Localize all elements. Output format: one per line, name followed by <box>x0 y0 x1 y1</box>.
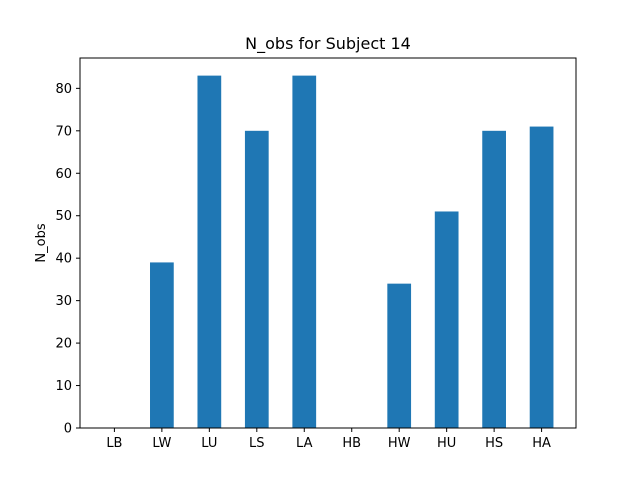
chart-title: N_obs for Subject 14 <box>245 34 411 54</box>
y-tick-label: 20 <box>55 337 72 352</box>
bar-lu <box>197 75 222 428</box>
x-tick-label: HA <box>532 436 551 451</box>
y-tick-label: 70 <box>55 124 72 139</box>
y-tick-label: 10 <box>55 379 72 394</box>
bar-hu <box>434 211 459 428</box>
x-tick-label: HS <box>485 436 503 451</box>
ticks-layer: LB LW LU LS LA HB HW HU HS HA 0 10 20 30 40 50 60 70 80 <box>55 82 551 451</box>
bar-hs <box>482 130 506 428</box>
x-tick-label: LU <box>201 436 217 451</box>
bar-ls <box>244 130 269 428</box>
plot-frame <box>79 57 577 429</box>
x-tick-label: LA <box>296 436 313 451</box>
x-tick-label: HB <box>342 436 361 451</box>
bars-layer <box>150 75 554 429</box>
x-tick-label: LS <box>249 436 265 451</box>
y-tick-label: 40 <box>55 252 72 267</box>
bar-ha <box>529 126 554 429</box>
y-tick-label: 50 <box>55 209 72 224</box>
bar-la <box>292 75 317 428</box>
bar-lw <box>150 262 174 428</box>
bar-hw <box>387 283 412 428</box>
x-tick-label: HW <box>388 436 411 451</box>
x-tick-label: LW <box>152 436 171 451</box>
y-tick-label: 60 <box>55 167 72 182</box>
y-tick-label: 0 <box>64 422 72 437</box>
x-tick-label: LB <box>106 436 122 451</box>
y-tick-label: 80 <box>55 82 72 97</box>
y-axis-label: N_obs <box>34 223 49 262</box>
x-tick-label: HU <box>437 436 456 451</box>
y-tick-label: 30 <box>55 294 72 309</box>
